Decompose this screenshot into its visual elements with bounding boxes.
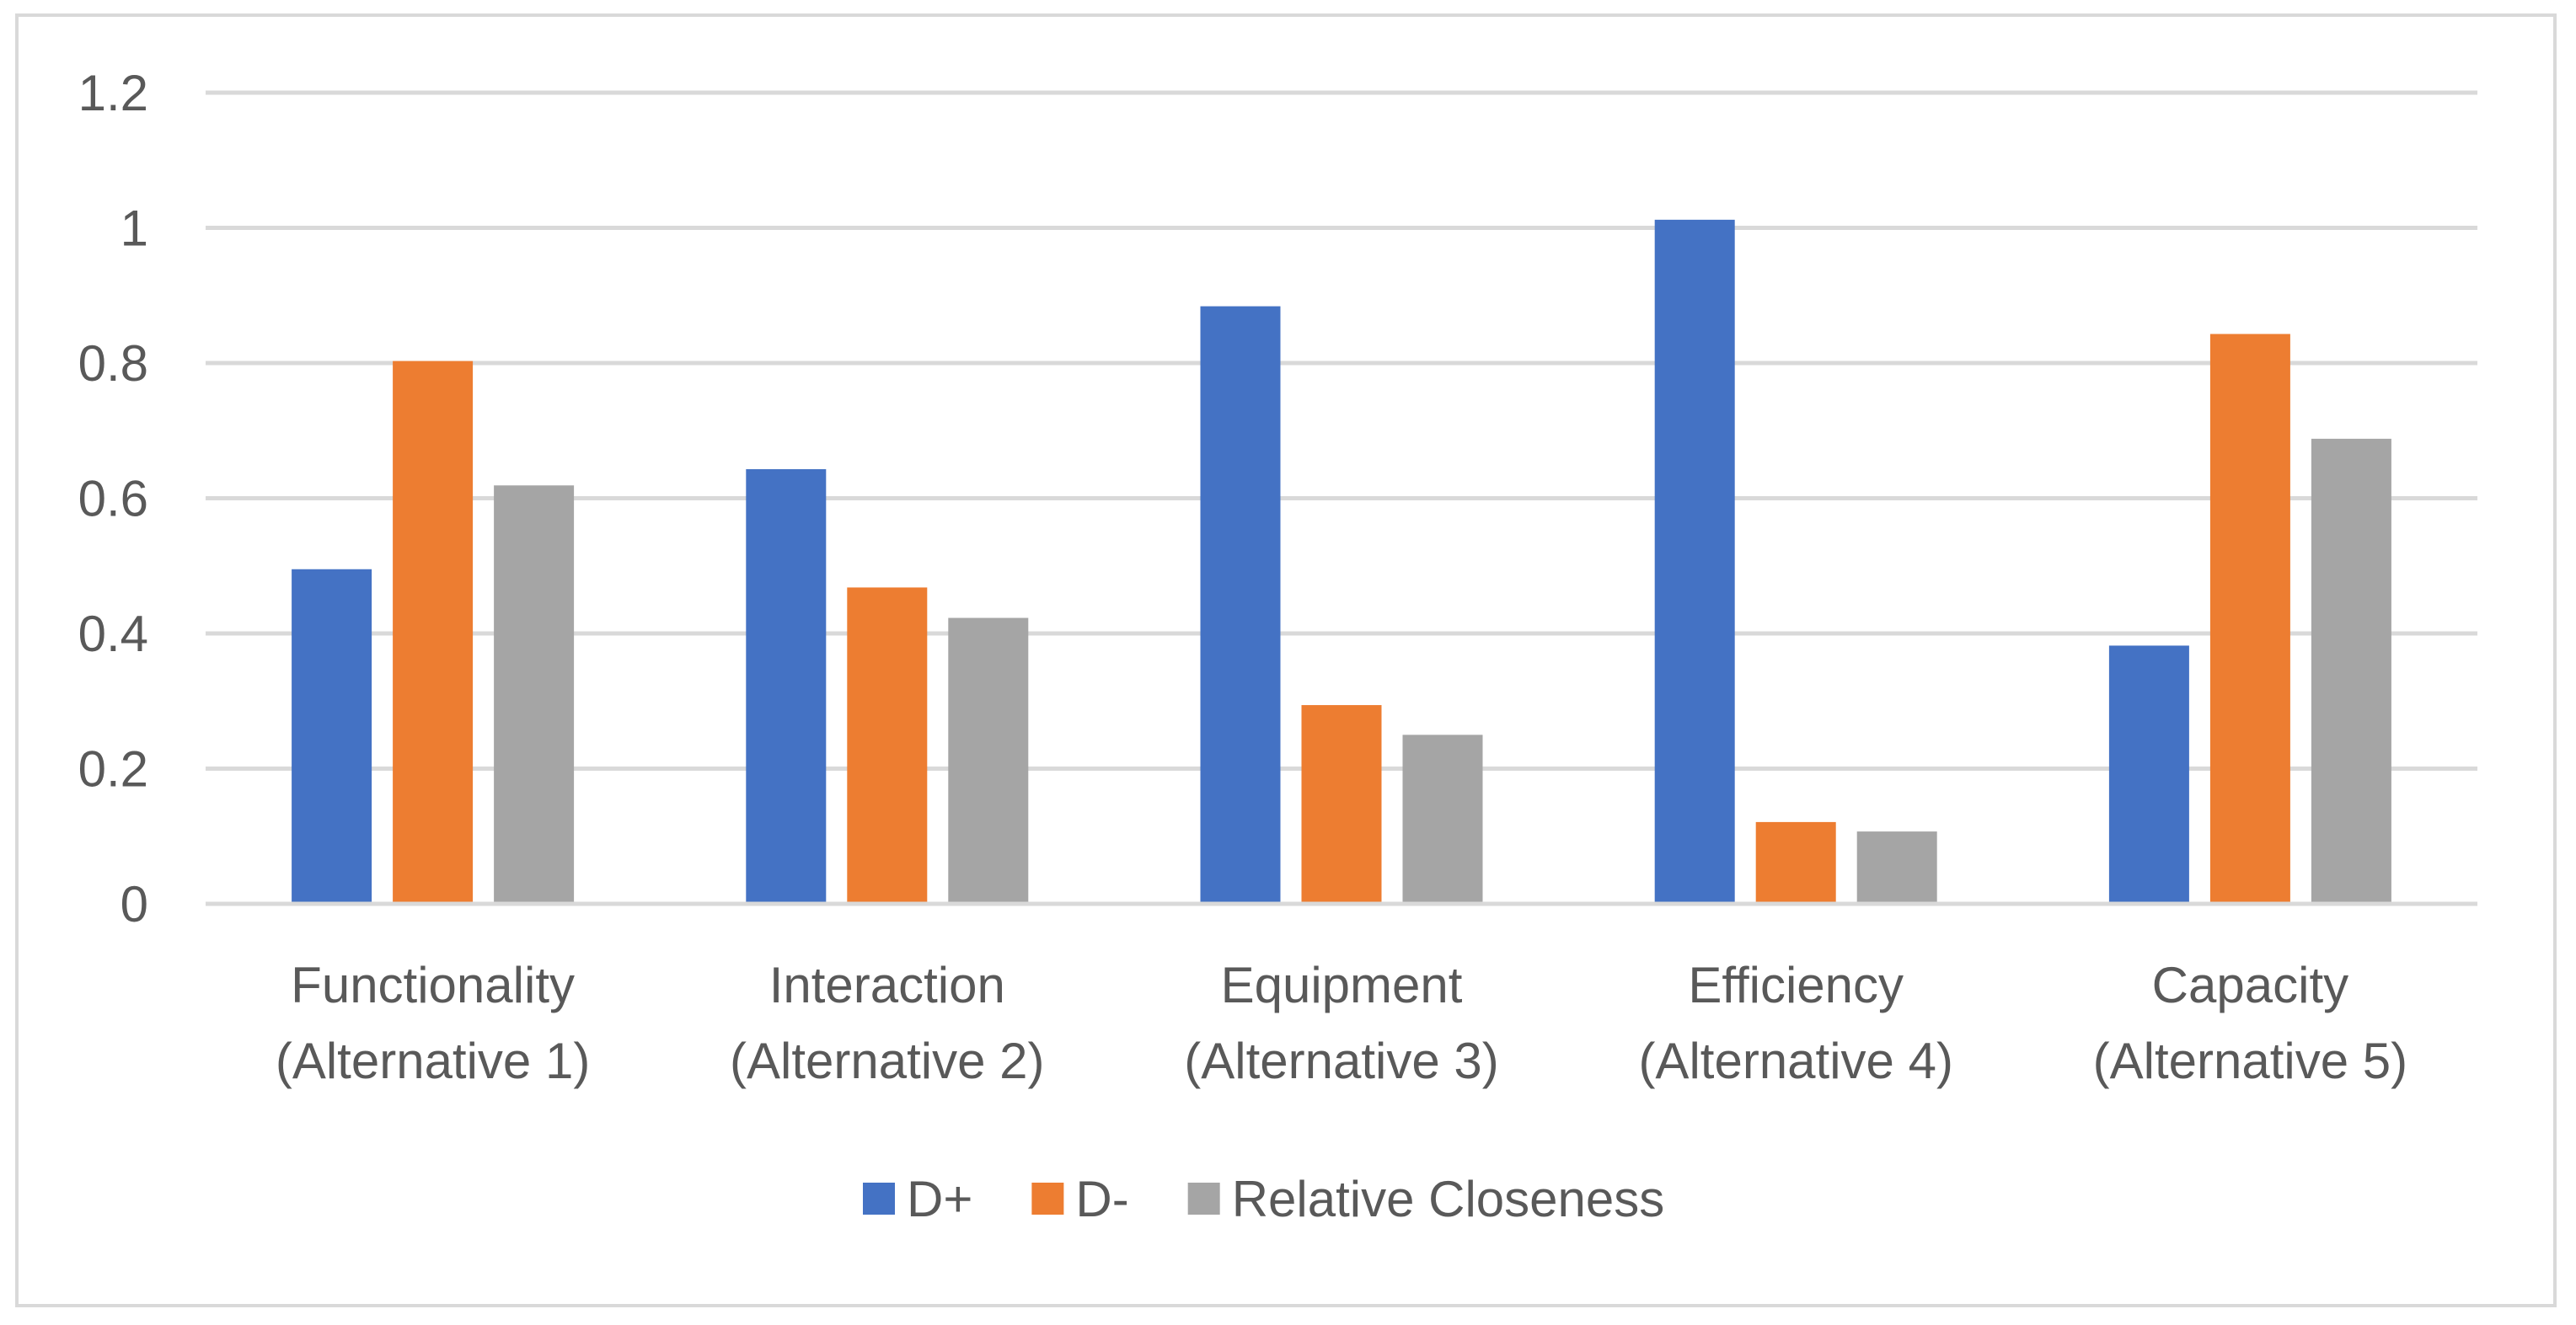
- legend-label: D-: [1075, 1171, 1128, 1227]
- y-tick-label: 0.6: [78, 471, 148, 527]
- bar-dplus: [746, 468, 827, 904]
- category-label: Functionality: [291, 957, 575, 1013]
- legend-swatch: [863, 1183, 895, 1215]
- category-label: (Alternative 4): [1638, 1033, 1952, 1089]
- bar-relative-closeness: [2311, 438, 2391, 904]
- y-axis-ticks: 0 0.2 0.4 0.6 0.8 1 1.2: [78, 65, 148, 932]
- y-tick-label: 1.2: [78, 65, 148, 121]
- bar-relative-closeness: [948, 617, 1029, 904]
- category-label: Efficiency: [1688, 957, 1904, 1013]
- category-label: (Alternative 1): [276, 1033, 590, 1089]
- legend-label: D+: [907, 1171, 972, 1227]
- category-label: Interaction: [769, 957, 1005, 1013]
- y-tick-label: 0.2: [78, 741, 148, 798]
- bar-dminus: [393, 361, 474, 904]
- category-label: (Alternative 2): [730, 1033, 1044, 1089]
- bar-dminus: [847, 587, 928, 904]
- legend: D+ D- Relative Closeness: [863, 1171, 1664, 1227]
- category-label: (Alternative 5): [2093, 1033, 2407, 1089]
- bar-dplus: [292, 569, 372, 904]
- legend-swatch: [1187, 1183, 1220, 1215]
- category-label: Equipment: [1221, 957, 1463, 1013]
- bar-relative-closeness: [1402, 735, 1483, 904]
- bar-dplus: [2108, 645, 2189, 904]
- y-tick-label: 0: [120, 876, 148, 932]
- bar-relative-closeness: [494, 485, 575, 904]
- y-tick-label: 0.4: [78, 606, 148, 662]
- category-label: (Alternative 3): [1184, 1033, 1498, 1089]
- category-labels: Functionality (Alternative 1) Interaction (…: [276, 957, 2407, 1089]
- bar-dminus: [2209, 334, 2290, 904]
- gridlines: [206, 90, 2477, 771]
- bar-dplus: [1200, 306, 1281, 905]
- y-tick-label: 0.8: [78, 335, 148, 392]
- category-label: Capacity: [2152, 957, 2348, 1013]
- legend-label: Relative Closeness: [1232, 1171, 1665, 1227]
- legend-swatch: [1031, 1183, 1064, 1215]
- y-tick-label: 1: [120, 200, 148, 257]
- bar-relative-closeness: [1856, 831, 1937, 904]
- bar-dplus: [1654, 219, 1735, 904]
- bar-dminus: [1301, 705, 1382, 904]
- bars: [292, 219, 2391, 905]
- bar-dminus: [1755, 821, 1836, 904]
